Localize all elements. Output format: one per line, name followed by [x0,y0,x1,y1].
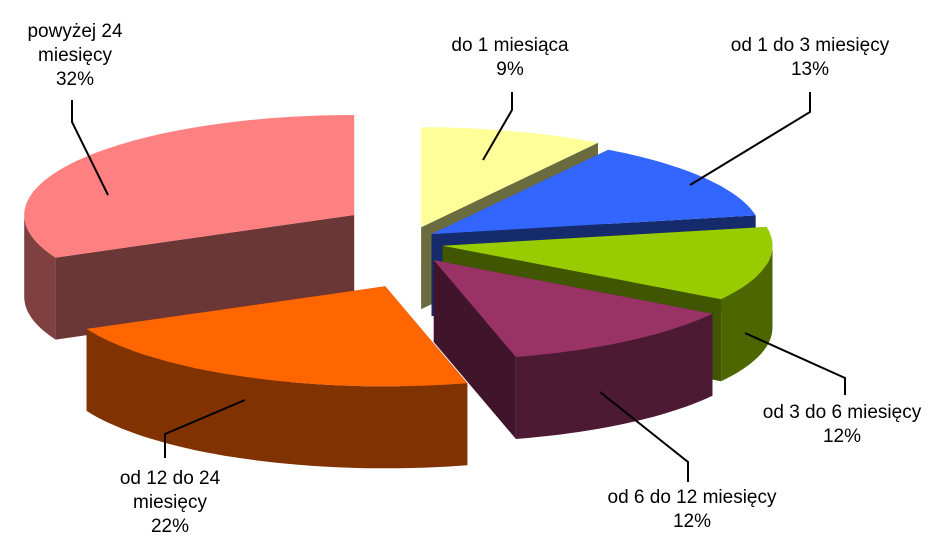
slice-label-text: do 1 miesiąca [451,35,569,56]
slice-top [24,115,355,258]
slice-label-percent: 13% [790,59,830,80]
slice-label-text: od 6 do 12 miesięcy [607,487,777,508]
pie-slice-3 [433,260,713,439]
slice-label-text-2: miesięcy [38,45,112,66]
slice-label-text-2: miesięcy [133,492,207,513]
slice-label-text: powyżej 24 [27,21,123,42]
leader-line-2 [744,332,846,395]
slice-end-wall [433,260,516,439]
slice-outer-side [515,313,713,439]
slice-label-text: od 1 do 3 miesięcy [730,35,890,56]
slice-outer-side [86,328,468,469]
slice-label-od-12-do-24: od 12 do 24 miesięcy 22% [70,467,270,539]
slice-start-wall [55,215,355,340]
leader-line-0 [482,92,513,161]
slice-label-od-6-do-12: od 6 do 12 miesięcy 12% [572,486,812,534]
slice-label-od-1-do-3: od 1 do 3 miesięcy 13% [690,34,930,82]
slice-top [442,226,773,300]
leader-line-4 [164,399,246,458]
leader-line-1 [689,92,811,186]
slice-top [86,286,468,387]
slice-label-od-3-do-6: od 3 do 6 miesięcy 12% [735,401,949,449]
slice-label-percent: 12% [672,511,712,532]
slice-top [431,149,756,235]
slice-label-text: od 3 do 6 miesięcy [762,402,922,423]
slice-label-percent: 32% [55,69,95,90]
leader-line-5 [71,100,109,196]
slice-label-text: od 12 do 24 [119,468,221,489]
pie-slice-4 [86,286,468,469]
slice-outer-side [721,245,773,382]
slice-label-percent: 9% [496,59,524,80]
leader-line-3 [599,391,689,482]
pie-slice-5 [24,115,355,340]
slice-top [421,127,598,228]
slice-outer-side [24,215,56,340]
slice-label-do-1-miesiaca: do 1 miesiąca 9% [400,34,620,82]
slice-label-percent: 12% [822,426,862,447]
slice-label-powyzej-24: powyżej 24 miesięcy 32% [0,20,150,92]
slice-label-percent: 22% [150,516,190,537]
slice-top [433,260,713,357]
